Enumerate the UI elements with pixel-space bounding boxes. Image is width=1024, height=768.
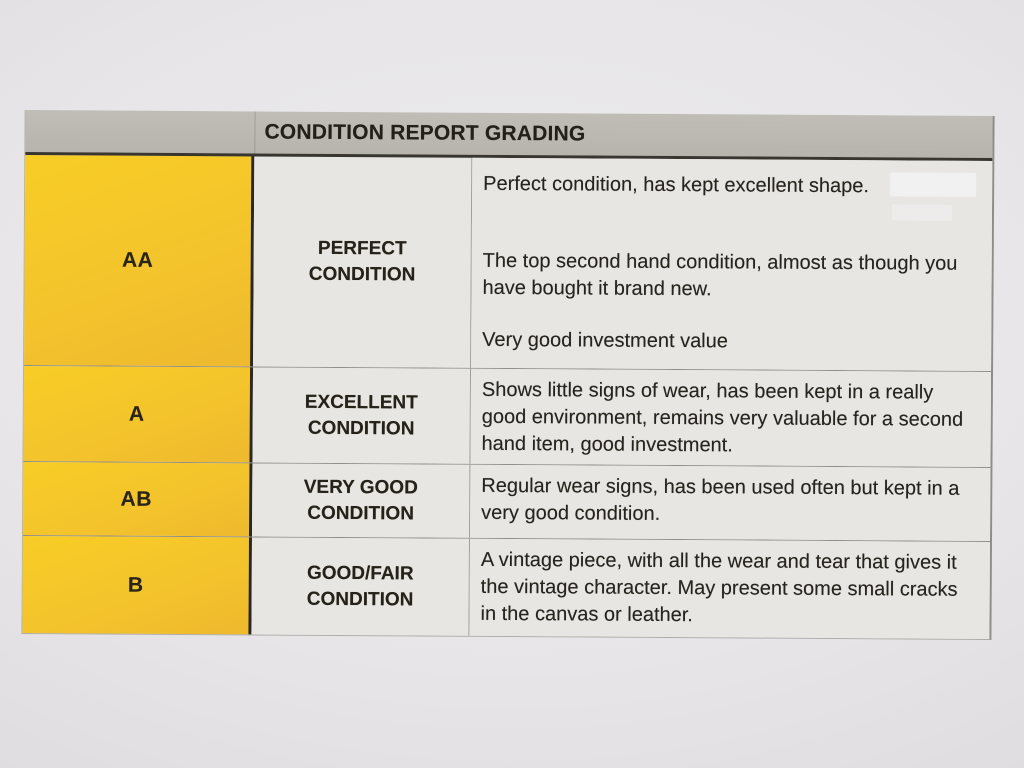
- description-cell-b: A vintage piece, with all the wear and t…: [469, 538, 990, 639]
- description-paragraph: Very good investment value: [482, 328, 728, 353]
- condition-label: PERFECT CONDITION: [308, 238, 416, 286]
- description-paragraph: Shows little signs of wear, has been kep…: [481, 378, 964, 457]
- description-cell-aa: Perfect condition, has kept excellent sh…: [471, 157, 993, 371]
- grade-cell-aa: AA: [24, 155, 255, 367]
- table-row: AB VERY GOOD CONDITION Regular wear sign…: [23, 461, 991, 541]
- condition-grading-table: CONDITION REPORT GRADING AA PERFECT COND…: [21, 110, 995, 640]
- whiteout-patch: [890, 172, 977, 197]
- table-title: CONDITION REPORT GRADING: [264, 120, 586, 146]
- condition-cell-aa: PERFECT CONDITION: [253, 156, 473, 368]
- condition-cell-b: GOOD/FAIR CONDITION: [251, 537, 470, 636]
- condition-cell-ab: VERY GOOD CONDITION: [252, 463, 471, 538]
- description-paragraph: Regular wear signs, has been used often …: [481, 474, 960, 525]
- whiteout-patch: [891, 204, 953, 221]
- grade-cell-b: B: [22, 536, 253, 635]
- header-column-divider: [254, 111, 256, 154]
- table-header: CONDITION REPORT GRADING: [25, 110, 993, 161]
- description-cell-a: Shows little signs of wear, has been kep…: [470, 368, 992, 467]
- condition-label: EXCELLENT CONDITION: [304, 391, 418, 439]
- description-paragraph: The top second hand condition, almost as…: [482, 249, 958, 301]
- condition-cell-a: EXCELLENT CONDITION: [252, 367, 472, 464]
- grade-cell-ab: AB: [23, 462, 253, 537]
- condition-label: VERY GOOD CONDITION: [303, 476, 418, 524]
- description-paragraph: A vintage piece, with all the wear and t…: [480, 548, 958, 627]
- table-row: B GOOD/FAIR CONDITION A vintage piece, w…: [22, 535, 990, 639]
- grade-cell-a: A: [23, 366, 254, 463]
- table-row: AA PERFECT CONDITION Perfect condition, …: [24, 155, 993, 371]
- table-row: A EXCELLENT CONDITION Shows little signs…: [23, 365, 992, 467]
- description-cell-ab: Regular wear signs, has been used often …: [470, 464, 991, 541]
- condition-label: GOOD/FAIR CONDITION: [306, 562, 414, 610]
